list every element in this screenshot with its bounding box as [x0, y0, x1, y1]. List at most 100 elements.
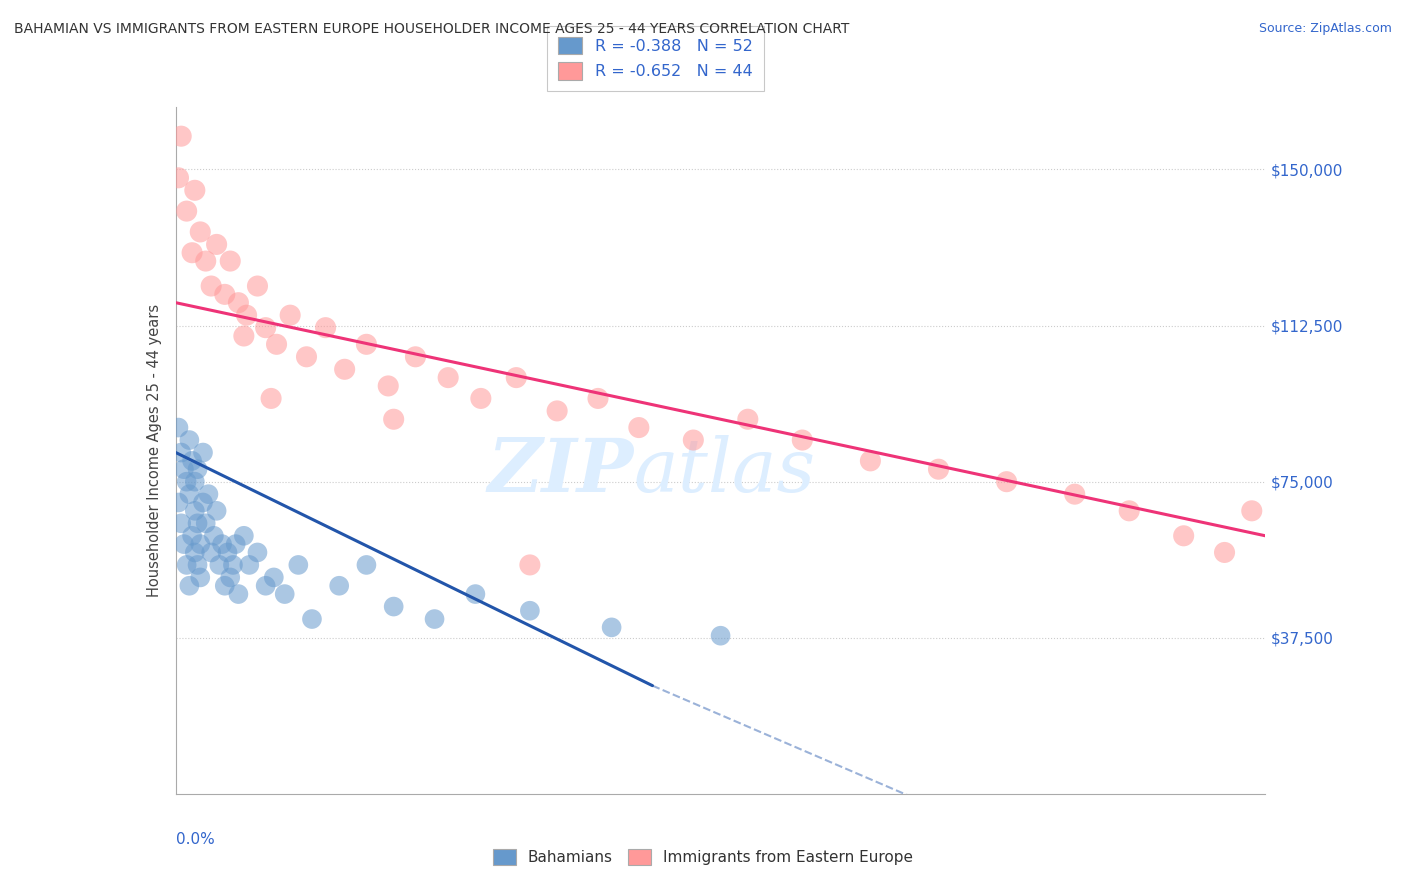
Text: 0.0%: 0.0% [176, 831, 215, 847]
Point [222, 558, 245, 572]
Point [266, 337, 288, 351]
Point [519, 558, 541, 572]
Point [423, 612, 446, 626]
Point [173, 462, 195, 476]
Point [356, 558, 378, 572]
Point [188, 225, 211, 239]
Point [173, 537, 195, 551]
Point [859, 454, 882, 468]
Point [179, 579, 201, 593]
Y-axis label: Householder Income Ages 25 - 44 years: Householder Income Ages 25 - 44 years [146, 304, 162, 597]
Point [205, 237, 228, 252]
Point [170, 445, 193, 459]
Point [235, 308, 257, 322]
Text: atlas: atlas [633, 434, 815, 508]
Point [1213, 545, 1236, 559]
Point [208, 558, 231, 572]
Text: Source: ZipAtlas.com: Source: ZipAtlas.com [1258, 22, 1392, 36]
Point [202, 529, 225, 543]
Text: BAHAMIAN VS IMMIGRANTS FROM EASTERN EUROPE HOUSEHOLDER INCOME AGES 25 - 44 YEARS: BAHAMIAN VS IMMIGRANTS FROM EASTERN EURO… [14, 22, 849, 37]
Point [200, 545, 222, 559]
Point [191, 495, 214, 509]
Point [470, 392, 492, 406]
Point [295, 350, 318, 364]
Point [287, 558, 309, 572]
Point [333, 362, 356, 376]
Point [186, 558, 209, 572]
Text: ZIP: ZIP [486, 434, 633, 508]
Point [211, 537, 233, 551]
Point [260, 392, 283, 406]
Point [238, 558, 260, 572]
Point [167, 495, 190, 509]
Point [301, 612, 323, 626]
Point [167, 420, 190, 434]
Point [176, 558, 198, 572]
Point [995, 475, 1018, 489]
Point [792, 433, 814, 447]
Point [278, 308, 301, 322]
Point [170, 516, 193, 531]
Point [682, 433, 704, 447]
Point [217, 545, 239, 559]
Point [377, 379, 399, 393]
Point [627, 420, 650, 434]
Point [232, 529, 254, 543]
Point [928, 462, 950, 476]
Point [205, 504, 228, 518]
Point [214, 287, 236, 301]
Point [546, 404, 568, 418]
Point [254, 320, 277, 334]
Point [194, 254, 217, 268]
Point [179, 433, 201, 447]
Point [228, 587, 250, 601]
Point [246, 279, 269, 293]
Point [181, 245, 204, 260]
Point [315, 320, 337, 334]
Point [600, 620, 623, 634]
Point [200, 279, 222, 293]
Point [225, 537, 247, 551]
Point [176, 475, 198, 489]
Point [505, 370, 527, 384]
Point [356, 337, 378, 351]
Point [197, 487, 219, 501]
Legend: Bahamians, Immigrants from Eastern Europe: Bahamians, Immigrants from Eastern Europ… [486, 843, 920, 871]
Point [188, 537, 211, 551]
Point [176, 204, 198, 219]
Point [519, 604, 541, 618]
Point [179, 487, 201, 501]
Point [232, 329, 254, 343]
Point [181, 454, 204, 468]
Point [1173, 529, 1195, 543]
Point [405, 350, 427, 364]
Point [1063, 487, 1085, 501]
Point [170, 129, 193, 144]
Legend: R = -0.388   N = 52, R = -0.652   N = 44: R = -0.388 N = 52, R = -0.652 N = 44 [547, 26, 763, 91]
Point [1118, 504, 1140, 518]
Point [181, 529, 204, 543]
Point [710, 629, 733, 643]
Point [382, 599, 405, 614]
Point [184, 504, 207, 518]
Point [464, 587, 486, 601]
Point [194, 516, 217, 531]
Point [214, 579, 236, 593]
Point [184, 183, 207, 197]
Point [186, 516, 209, 531]
Point [246, 545, 269, 559]
Point [1240, 504, 1263, 518]
Point [274, 587, 297, 601]
Point [184, 475, 207, 489]
Point [586, 392, 609, 406]
Point [191, 445, 214, 459]
Point [167, 170, 190, 185]
Point [382, 412, 405, 426]
Point [184, 545, 207, 559]
Point [254, 579, 277, 593]
Point [219, 570, 242, 584]
Point [437, 370, 460, 384]
Point [328, 579, 350, 593]
Point [737, 412, 759, 426]
Point [186, 462, 209, 476]
